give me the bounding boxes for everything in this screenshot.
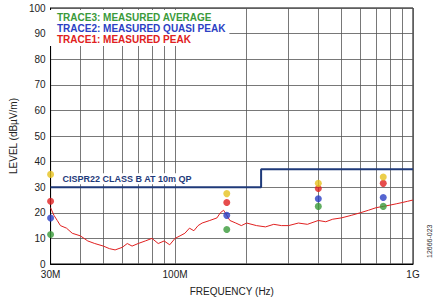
svg-text:30M: 30M [41,269,60,280]
svg-text:12666-023: 12666-023 [426,224,433,258]
svg-text:80: 80 [34,54,46,65]
svg-text:70: 70 [34,79,46,90]
svg-text:20: 20 [34,207,46,218]
svg-text:FREQUENCY (Hz): FREQUENCY (Hz) [190,286,274,297]
svg-text:60: 60 [34,105,46,116]
svg-text:100M: 100M [163,269,188,280]
svg-text:LEVEL (dBµV/m): LEVEL (dBµV/m) [8,98,19,174]
svg-text:90: 90 [34,28,46,39]
svg-text:50: 50 [34,131,46,142]
svg-text:40: 40 [34,156,46,167]
svg-text:TRACE2: MEASURED QUASI PEAK: TRACE2: MEASURED QUASI PEAK [57,23,226,34]
svg-text:100: 100 [29,3,46,14]
svg-text:TRACE3: MEASURED AVERAGE: TRACE3: MEASURED AVERAGE [57,12,212,23]
svg-text:TRACE1: MEASURED PEAK: TRACE1: MEASURED PEAK [57,34,192,45]
svg-text:0: 0 [40,258,46,270]
svg-text:30: 30 [34,182,46,193]
svg-text:10: 10 [34,233,46,244]
svg-text:CISPR22 CLASS B AT 10m QP: CISPR22 CLASS B AT 10m QP [63,174,192,184]
svg-text:1G: 1G [406,269,420,280]
